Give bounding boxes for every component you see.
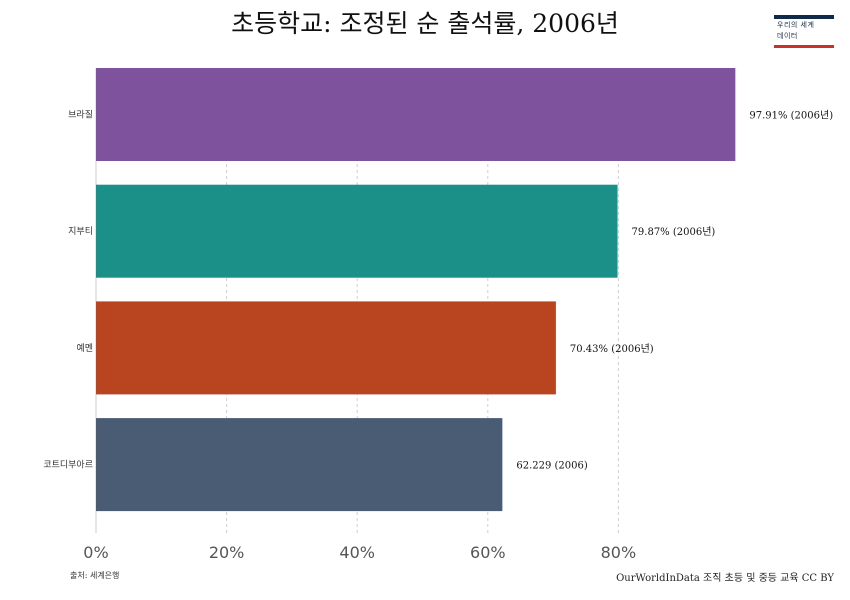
credit-note: OurWorldInData 조직 초등 및 중등 교육 CC BY <box>616 573 834 584</box>
value-label: 62.229 (2006) <box>516 461 588 472</box>
value-label: 79.87% (2006년) <box>632 226 716 238</box>
value-label: 70.43% (2006년) <box>570 343 654 355</box>
logo-line-2: 데이터 <box>777 32 798 40</box>
bar-2[interactable] <box>96 301 556 395</box>
category-label: 지부티 <box>68 226 93 237</box>
category-label: 예멘 <box>76 343 93 354</box>
chart-title: 초등학교: 조정된 순 출석률, 2006년 <box>231 9 619 38</box>
bars <box>96 68 736 512</box>
category-label: 브라질 <box>68 109 93 121</box>
x-tick-label: 0% <box>83 543 108 562</box>
logo-line-1: 우리의 세계 <box>777 21 815 29</box>
value-label: 97.91% (2006년) <box>749 110 833 122</box>
x-tick-label: 40% <box>339 543 375 562</box>
bar-1[interactable] <box>96 184 618 278</box>
bar-0[interactable] <box>96 68 736 161</box>
x-tick-label: 20% <box>209 543 245 562</box>
category-label: 코트디부아르 <box>43 460 93 471</box>
x-tick-label: 80% <box>601 543 637 562</box>
labels: 0% 20% 40% 60% 80% 브라질 97.91% (2006년) 지부티 79.87%… <box>43 109 833 563</box>
bar-3[interactable] <box>96 418 503 512</box>
owid-logo[interactable]: 우리의 세계 데이터 <box>774 15 834 48</box>
x-tick-label: 60% <box>470 543 506 562</box>
source-note: 출처: 세계은행 <box>70 571 120 580</box>
